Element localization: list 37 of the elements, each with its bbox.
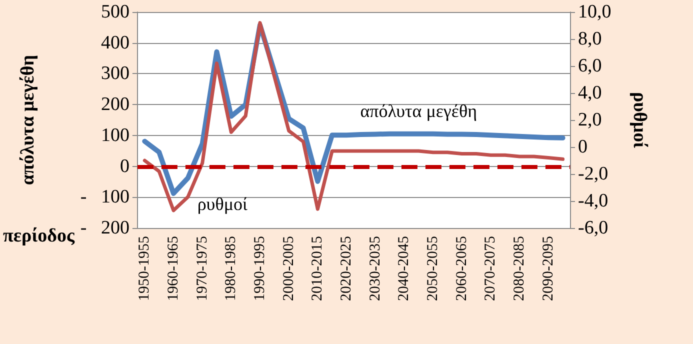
x-tick-label: 1980-1985 [223,236,240,301]
x-tick-label: 2060-2065 [454,236,470,301]
x-tick-label: 1950-1955 [136,236,153,301]
y-tick-label: 300 [100,63,130,84]
x-tick-label: 1970-1975 [194,236,210,301]
series-label: ρυθμοί [197,194,248,214]
y-tick-label: - 200 [80,218,130,238]
y-tick-label: 500 [100,2,130,22]
y-tick-label: 100 [100,124,130,146]
y2-tick-label: 6,0 [578,56,602,76]
y-tick-label: - 100 [80,186,130,208]
x-axis-title: περίοδος [2,225,76,246]
y-axis-title: απόλυτα μεγέθη [17,54,38,186]
x-tick-label: 2070-2075 [482,236,499,301]
y2-tick-label: -6,0 [578,218,608,238]
x-tick-label: 2050-2055 [425,236,442,301]
y-tick-label: 0 [120,156,130,177]
y-tick-label: 400 [100,32,130,54]
x-tick-label: 2010-2015 [310,236,326,301]
x-tick-label: 2040-2045 [396,236,412,301]
series-label: απόλυτα μεγέθη [360,100,477,121]
y2-tick-label: 2,0 [578,110,602,130]
x-tick-label: 2080-2085 [512,236,528,301]
x-tick-label: 2000-2005 [280,236,297,301]
y2-tick-label: 0 [578,136,588,158]
x-tick-label: 1990-1995 [252,236,268,301]
y2-axis-title: ρυθμοί [629,92,650,148]
x-tick-label: 2020-2025 [338,236,355,301]
y2-tick-label: 8,0 [578,28,602,50]
y2-tick-label: -2,0 [578,164,608,184]
y2-tick-label: 4,0 [578,82,602,104]
y-tick-label: 200 [100,94,130,116]
x-tick-label: 1960-1965 [165,236,182,301]
y2-tick-label: 10,0 [578,2,612,22]
x-tick-label: 2090-2095 [540,236,556,301]
y2-tick-label: -4,0 [578,190,608,212]
x-tick-label: 2030-2035 [367,236,384,301]
